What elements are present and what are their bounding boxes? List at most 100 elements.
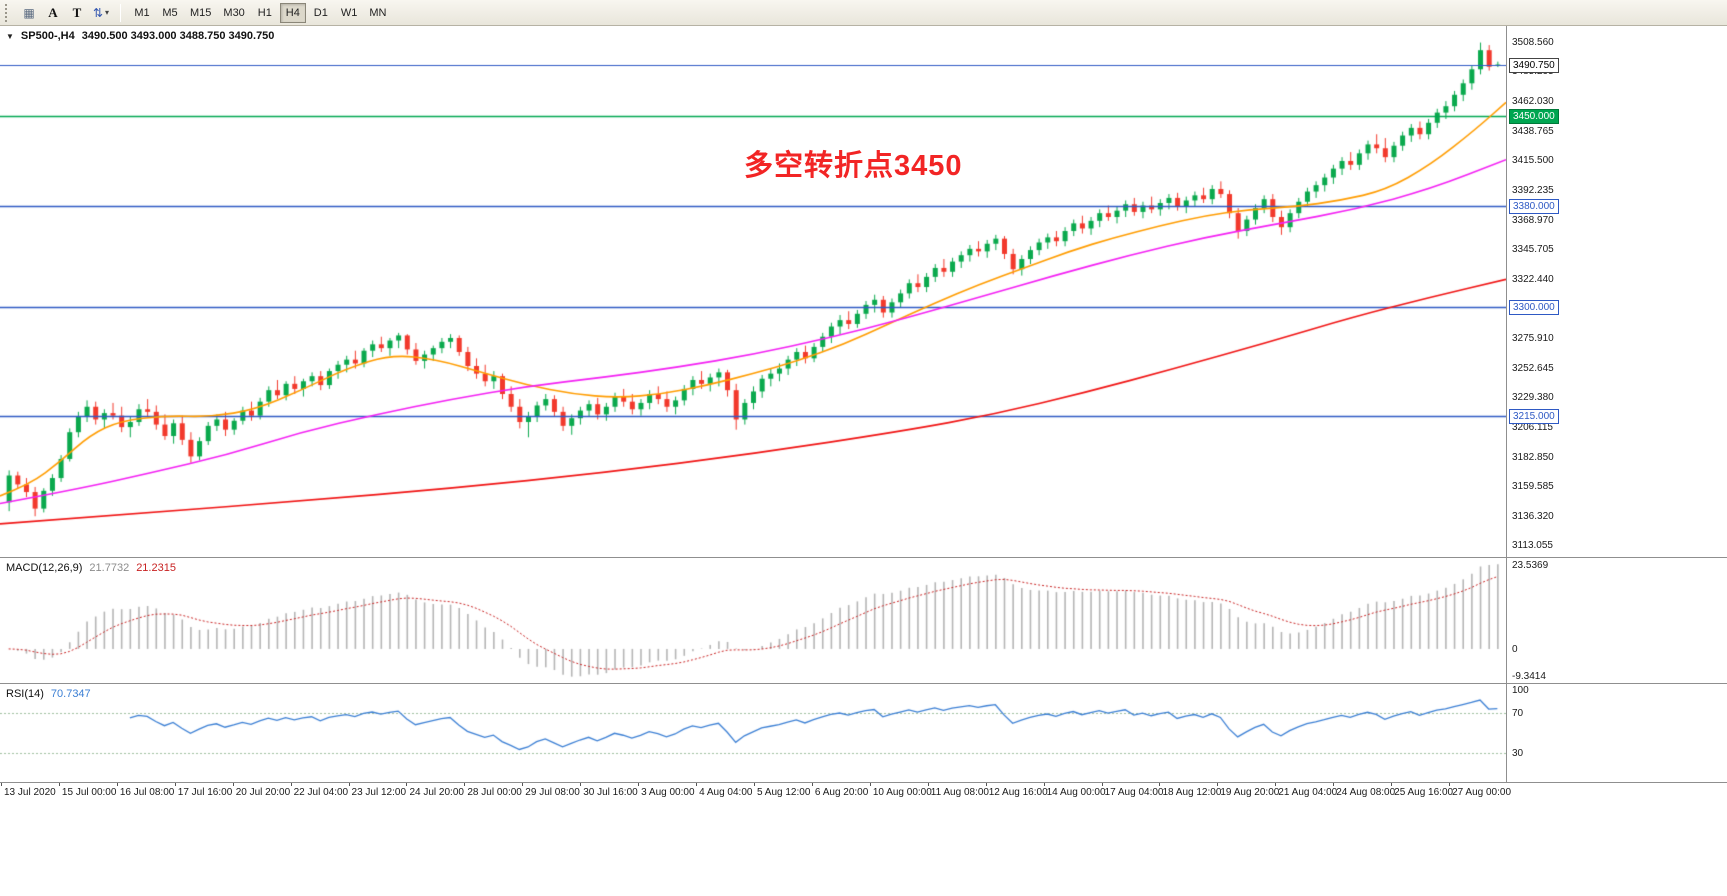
timeframe-h4-button[interactable]: H4 bbox=[279, 2, 306, 23]
time-axis-label: 4 Aug 04:00 bbox=[699, 787, 753, 798]
time-axis-label: 24 Jul 20:00 bbox=[409, 787, 464, 798]
time-axis-label: 30 Jul 16:00 bbox=[583, 787, 638, 798]
price-axis[interactable]: 3508.5603485.2953462.0303438.7653415.500… bbox=[1507, 26, 1727, 806]
panel-separator[interactable] bbox=[0, 557, 1727, 558]
time-axis-label: 15 Jul 00:00 bbox=[61, 787, 117, 798]
chart-annotation-text: 多空转折点3450 bbox=[744, 150, 963, 182]
toolbar-separator bbox=[120, 3, 121, 22]
toolbar-drag-handle[interactable] bbox=[5, 3, 11, 22]
time-tick bbox=[232, 783, 234, 786]
time-tick bbox=[522, 783, 524, 786]
time-tick bbox=[985, 783, 987, 786]
time-tick bbox=[927, 783, 929, 786]
arrows-dropdown-button[interactable]: ⇅ ▾ bbox=[90, 3, 112, 23]
time-tick bbox=[464, 783, 466, 786]
rsi-panel-canvas[interactable] bbox=[0, 684, 1506, 782]
time-axis-label: 21 Aug 04:00 bbox=[1278, 787, 1338, 798]
chart-title: ▼ SP500-,H4 3490.500 3493.000 3488.750 3… bbox=[6, 30, 274, 42]
chart-grid-button[interactable]: ▦ bbox=[18, 3, 40, 23]
time-tick bbox=[1101, 783, 1103, 786]
price-axis-label: 3462.030 bbox=[1512, 96, 1554, 108]
price-axis-label: 3206.115 bbox=[1512, 421, 1553, 433]
time-axis-label: 17 Jul 16:00 bbox=[177, 787, 233, 798]
time-axis-label: 3 Aug 00:00 bbox=[641, 787, 695, 798]
time-axis-label: 27 Aug 00:00 bbox=[1452, 787, 1512, 798]
time-tick bbox=[174, 783, 176, 786]
text-tool-button[interactable]: T bbox=[66, 3, 88, 23]
price-axis-label: 3182.850 bbox=[1512, 451, 1554, 463]
time-tick bbox=[754, 783, 755, 786]
time-tick bbox=[58, 783, 60, 786]
timeframe-m5-button[interactable]: M5 bbox=[157, 3, 183, 23]
timeframe-m30-button[interactable]: M30 bbox=[218, 3, 249, 23]
rsi-axis-30: 30 bbox=[1512, 747, 1524, 759]
time-axis-label: 12 Aug 16:00 bbox=[988, 787, 1048, 798]
price-chart-canvas[interactable] bbox=[0, 26, 1506, 557]
time-axis[interactable]: 13 Jul 2020 15 Jul 00:00 16 Jul 08:00 17 Ju… bbox=[0, 783, 1511, 801]
price-tag-3380.000: 3380.000 bbox=[1509, 198, 1559, 214]
price-axis-label: 3392.235 bbox=[1512, 184, 1554, 196]
collapse-triangle-icon[interactable]: ▼ bbox=[6, 31, 14, 41]
price-axis-label: 3415.500 bbox=[1512, 155, 1554, 167]
price-axis-label: 3229.380 bbox=[1512, 392, 1554, 404]
time-axis-label: 24 Aug 08:00 bbox=[1336, 787, 1396, 798]
time-axis-label: 19 Aug 20:00 bbox=[1220, 787, 1280, 798]
time-axis-label: 10 Aug 00:00 bbox=[872, 787, 932, 798]
price-tag-3300.000: 3300.000 bbox=[1509, 300, 1559, 316]
time-tick bbox=[811, 783, 813, 786]
time-tick bbox=[1333, 783, 1335, 786]
ohlc-values: 3490.500 3493.000 3488.750 3490.750 bbox=[81, 30, 275, 42]
macd-main-value: 21.7732 bbox=[89, 562, 130, 574]
timeframe-d1-button[interactable]: D1 bbox=[308, 3, 334, 23]
price-axis-label: 3368.970 bbox=[1512, 214, 1554, 226]
rsi-axis-70: 70 bbox=[1512, 708, 1524, 720]
rsi-axis-100: 100 bbox=[1512, 685, 1529, 696]
time-axis-label: 11 Aug 08:00 bbox=[930, 787, 989, 798]
timeframe-mn-button[interactable]: MN bbox=[364, 3, 391, 23]
price-axis-border bbox=[1506, 26, 1507, 782]
time-tick bbox=[1, 783, 2, 786]
time-tick bbox=[348, 783, 350, 786]
rsi-indicator-label: RSI(14) 70.7347 bbox=[6, 688, 91, 700]
time-axis-label: 14 Aug 00:00 bbox=[1046, 787, 1106, 798]
time-axis-label: 5 Aug 12:00 bbox=[757, 787, 811, 798]
time-axis-label: 28 Jul 00:00 bbox=[467, 787, 522, 798]
time-tick bbox=[696, 783, 698, 786]
time-axis-label: 6 Aug 20:00 bbox=[814, 787, 869, 798]
time-tick bbox=[580, 783, 582, 786]
time-axis-label: 16 Jul 08:00 bbox=[119, 787, 175, 798]
price-tag-3450.000: 3450.000 bbox=[1509, 109, 1559, 125]
macd-signal-value: 21.2315 bbox=[136, 562, 176, 574]
price-axis-label: 3322.440 bbox=[1512, 273, 1554, 285]
time-axis-label: 22 Jul 04:00 bbox=[293, 787, 349, 798]
time-axis-label: 23 Jul 12:00 bbox=[351, 787, 407, 798]
timeframe-m15-button[interactable]: M15 bbox=[185, 3, 216, 23]
time-axis-label: 29 Jul 08:00 bbox=[525, 787, 580, 798]
rsi-name: RSI(14) bbox=[6, 688, 44, 700]
time-tick bbox=[1275, 783, 1277, 786]
timeframe-h1-button[interactable]: H1 bbox=[252, 3, 278, 23]
symbol-timeframe-label: SP500-,H4 bbox=[20, 30, 75, 42]
price-tag-3490.750: 3490.750 bbox=[1509, 57, 1559, 73]
time-tick bbox=[1217, 783, 1219, 786]
panel-separator[interactable] bbox=[0, 683, 1727, 684]
text-label-button[interactable]: A bbox=[42, 3, 64, 23]
time-axis-label: 20 Jul 20:00 bbox=[235, 787, 291, 798]
macd-panel-canvas[interactable] bbox=[0, 558, 1506, 683]
price-axis-label: 3136.320 bbox=[1512, 510, 1554, 522]
price-axis-label: 3438.765 bbox=[1512, 125, 1554, 137]
time-tick bbox=[638, 783, 640, 786]
time-tick bbox=[1449, 783, 1451, 786]
time-axis-label: 17 Aug 04:00 bbox=[1104, 787, 1164, 798]
macd-axis-max: 23.5369 bbox=[1512, 560, 1549, 571]
time-axis-separator bbox=[0, 782, 1727, 783]
chart-area: ▼ SP500-,H4 3490.500 3493.000 3488.750 3… bbox=[0, 26, 1727, 896]
time-tick bbox=[406, 783, 408, 786]
price-axis-label: 3345.705 bbox=[1512, 244, 1554, 256]
time-tick bbox=[116, 783, 118, 786]
chevron-down-icon: ▾ bbox=[105, 8, 110, 17]
price-axis-label: 3508.560 bbox=[1512, 36, 1554, 48]
timeframe-w1-button[interactable]: W1 bbox=[336, 3, 363, 23]
timeframe-m1-button[interactable]: M1 bbox=[129, 3, 155, 23]
